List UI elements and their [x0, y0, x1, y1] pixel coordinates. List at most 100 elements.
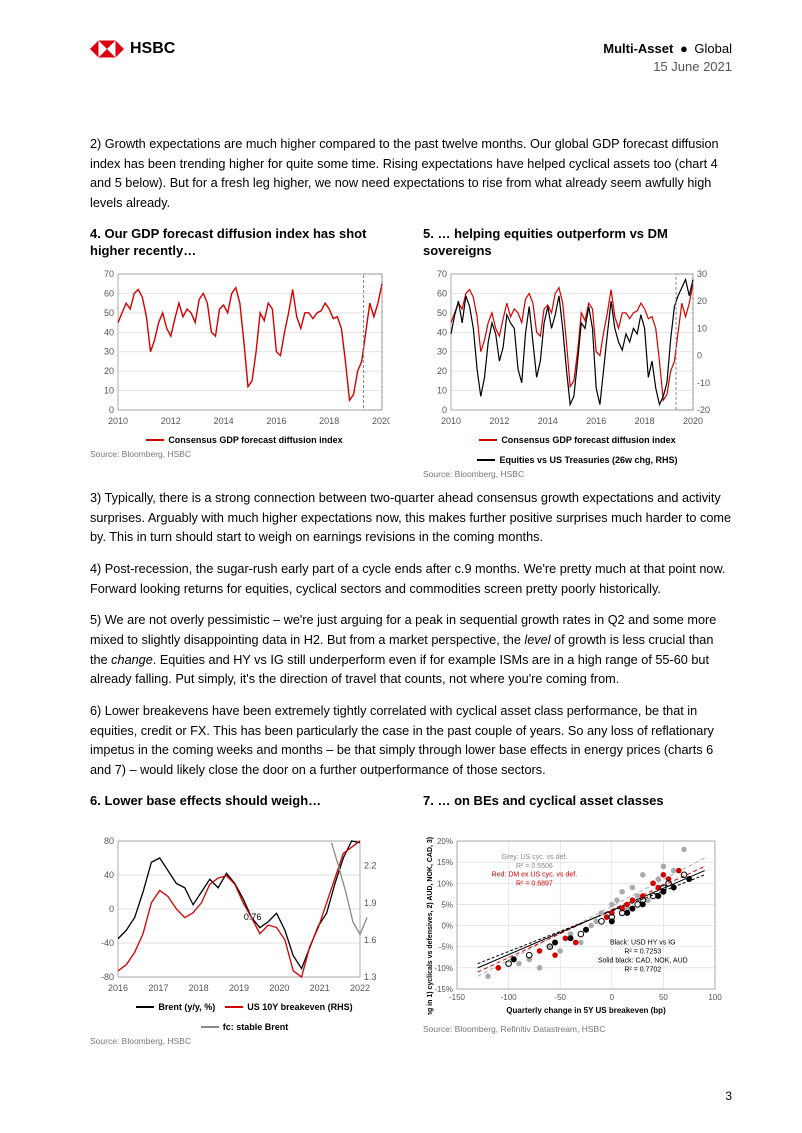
svg-text:100: 100	[708, 993, 722, 1002]
svg-text:1.6: 1.6	[364, 935, 377, 945]
svg-text:R² = 0.5506: R² = 0.5506	[516, 863, 553, 870]
svg-text:0.76: 0.76	[244, 912, 262, 922]
body-paragraph-4: 4) Post-recession, the sugar-rush early …	[90, 560, 732, 599]
page-header: HSBC Multi-Asset ● Global 15 June 2021	[90, 40, 732, 75]
chart4: 0 10 20 30 40 50 60 70 2010 2012 2014 2016 2018 2020	[90, 268, 399, 433]
brand-name: HSBC	[130, 40, 175, 58]
region-label: Global	[694, 41, 732, 56]
svg-text:15%: 15%	[437, 858, 453, 867]
chart7-title: 7. … on BEs and cyclical asset classes	[423, 793, 732, 827]
svg-text:R² = 0.6897: R² = 0.6897	[516, 880, 553, 887]
svg-text:2010: 2010	[441, 416, 461, 426]
svg-text:2010: 2010	[108, 416, 128, 426]
svg-text:-100: -100	[501, 993, 518, 1002]
svg-text:2018: 2018	[319, 416, 339, 426]
body-paragraph-5: 5) We are not overly pessimistic – we're…	[90, 611, 732, 690]
svg-text:R² = 0.7253: R² = 0.7253	[624, 948, 661, 955]
p5-em-level: level	[524, 633, 550, 647]
svg-text:10: 10	[697, 323, 707, 333]
svg-text:30: 30	[697, 269, 707, 279]
svg-text:Quarterly change in 5Y US brea: Quarterly change in 5Y US breakeven (bp)	[506, 1006, 666, 1015]
svg-text:50: 50	[104, 308, 114, 318]
svg-text:60: 60	[104, 288, 114, 298]
report-date: 15 June 2021	[603, 58, 732, 76]
header-meta: Multi-Asset ● Global 15 June 2021	[603, 40, 732, 75]
svg-text:70: 70	[104, 269, 114, 279]
svg-text:20: 20	[104, 366, 114, 376]
chart6-source: Source: Bloomberg, HSBC	[90, 1036, 399, 1046]
svg-text:2016: 2016	[266, 416, 286, 426]
chart6-legend: Brent (y/y, %)US 10Y breakeven (RHS)fc: …	[90, 1002, 399, 1032]
chart4-title: 4. Our GDP forecast diffusion index has …	[90, 226, 399, 260]
svg-text:0: 0	[109, 904, 114, 914]
chart5: 010203040506070-20-100102030201020122014…	[423, 268, 732, 433]
svg-text:80: 80	[104, 836, 114, 846]
svg-text:40: 40	[437, 327, 447, 337]
svg-text:R² = 0.7702: R² = 0.7702	[624, 966, 661, 973]
svg-text:20: 20	[697, 296, 707, 306]
chart7-source: Source: Bloomberg, Refinitiv Datastream,…	[423, 1024, 732, 1034]
chart4-source: Source: Bloomberg, HSBC	[90, 449, 399, 459]
separator-dot: ●	[680, 41, 688, 56]
svg-text:Grey: US cyc. vs def.: Grey: US cyc. vs def.	[502, 854, 568, 861]
svg-text:-10%: -10%	[434, 964, 453, 973]
chart6-title: 6. Lower base effects should weigh…	[90, 793, 399, 827]
svg-text:-20: -20	[697, 405, 710, 415]
svg-text:2020: 2020	[372, 416, 390, 426]
svg-text:0: 0	[697, 350, 702, 360]
body-paragraph-2: 2) Growth expectations are much higher c…	[90, 135, 732, 214]
body-paragraph-3: 3) Typically, there is a strong connecti…	[90, 489, 732, 548]
svg-text:2018: 2018	[635, 416, 655, 426]
chart5-title: 5. … helping equities outperform vs DM s…	[423, 226, 732, 260]
svg-text:2014: 2014	[214, 416, 234, 426]
svg-text:Solid black: CAD, NOK, AUD: Solid black: CAD, NOK, AUD	[598, 957, 688, 964]
svg-text:40: 40	[104, 327, 114, 337]
svg-text:Red: DM ex US cyc. vs def.: Red: DM ex US cyc. vs def.	[492, 871, 578, 878]
svg-text:70: 70	[437, 269, 447, 279]
svg-text:20: 20	[437, 366, 447, 376]
svg-text:30: 30	[437, 347, 447, 357]
svg-text:5%: 5%	[441, 900, 453, 909]
svg-text:2017: 2017	[148, 983, 168, 993]
svg-text:60: 60	[437, 288, 447, 298]
svg-text:10: 10	[437, 385, 447, 395]
svg-text:10: 10	[104, 385, 114, 395]
svg-text:0: 0	[610, 993, 615, 1002]
chart5-source: Source: Bloomberg, HSBC	[423, 469, 732, 479]
svg-text:-10: -10	[697, 378, 710, 388]
svg-text:Black: USD HY vs IG: Black: USD HY vs IG	[610, 939, 676, 946]
chart7: -15%-10%-5%0%5%10%15%20%-150-100-5005010…	[423, 835, 732, 1020]
chart6: -80-40040801.31.61.92.220162017201820192…	[90, 835, 399, 1000]
svg-text:-5%: -5%	[439, 942, 453, 951]
svg-text:2020: 2020	[269, 983, 289, 993]
asset-class-label: Multi-Asset	[603, 41, 673, 56]
svg-text:-50: -50	[554, 993, 566, 1002]
svg-text:0: 0	[109, 405, 114, 415]
svg-text:20%: 20%	[437, 837, 453, 846]
p5-part-c: . Equities and HY vs IG still underperfo…	[90, 653, 709, 687]
brand-logo: HSBC	[90, 40, 175, 58]
p5-em-change: change	[111, 653, 153, 667]
svg-text:-150: -150	[449, 993, 466, 1002]
svg-text:2012: 2012	[161, 416, 181, 426]
svg-text:-80: -80	[101, 972, 114, 982]
svg-text:2.2: 2.2	[364, 861, 377, 871]
page-number: 3	[725, 1089, 732, 1103]
svg-text:1.3: 1.3	[364, 972, 377, 982]
body-paragraph-6: 6) Lower breakevens have been extremely …	[90, 702, 732, 781]
svg-text:2014: 2014	[538, 416, 558, 426]
svg-text:2012: 2012	[489, 416, 509, 426]
svg-text:50: 50	[659, 993, 668, 1002]
svg-text:0: 0	[442, 405, 447, 415]
chart4-legend: Consensus GDP forecast diffusion index	[90, 435, 399, 445]
svg-text:2020: 2020	[683, 416, 703, 426]
svg-text:1.9: 1.9	[364, 898, 377, 908]
svg-text:2019: 2019	[229, 983, 249, 993]
svg-text:Quarterly chg in 1) cyclicals: Quarterly chg in 1) cyclicals vs defensi…	[427, 835, 434, 1015]
svg-text:2018: 2018	[189, 983, 209, 993]
svg-text:2016: 2016	[586, 416, 606, 426]
svg-text:10%: 10%	[437, 879, 453, 888]
svg-text:30: 30	[104, 347, 114, 357]
svg-text:40: 40	[104, 870, 114, 880]
chart5-legend: Consensus GDP forecast diffusion indexEq…	[423, 435, 732, 465]
